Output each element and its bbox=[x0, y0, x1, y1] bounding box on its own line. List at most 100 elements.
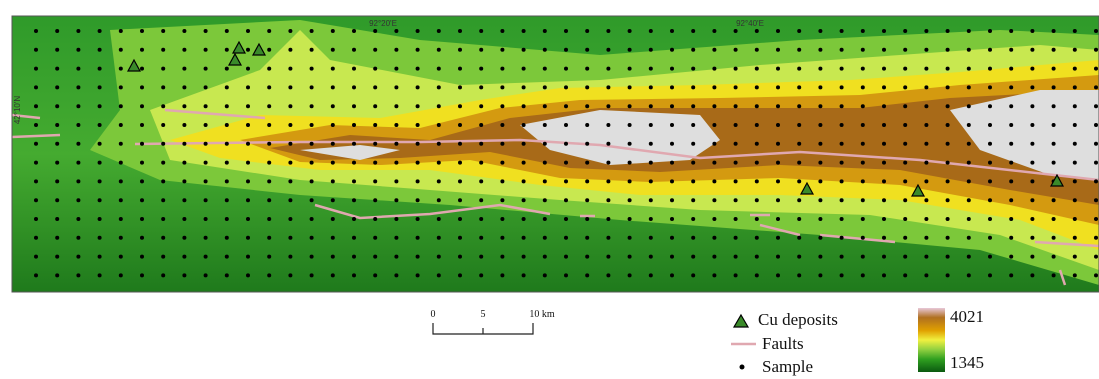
sample-dot bbox=[373, 273, 377, 277]
sample-dot bbox=[1052, 161, 1056, 165]
sample-dot bbox=[691, 161, 695, 165]
sample-dot bbox=[479, 48, 483, 52]
elevation-legend: 4021 1345 bbox=[918, 307, 984, 372]
sample-dot bbox=[1094, 123, 1098, 127]
sample-dot bbox=[458, 85, 462, 89]
sample-dot bbox=[1052, 198, 1056, 202]
sample-dot bbox=[585, 217, 589, 221]
sample-dot bbox=[119, 179, 123, 183]
sample-dot bbox=[310, 48, 314, 52]
sample-dot bbox=[310, 29, 314, 33]
sample-dot bbox=[522, 273, 526, 277]
sample-dot bbox=[416, 179, 420, 183]
sample-dot bbox=[755, 217, 759, 221]
sample-dot bbox=[55, 123, 59, 127]
sample-dot bbox=[352, 29, 356, 33]
sample-dot bbox=[818, 198, 822, 202]
sample-dot bbox=[670, 198, 674, 202]
sample-dot bbox=[1094, 67, 1098, 71]
sample-dot bbox=[394, 236, 398, 240]
sample-dot bbox=[182, 85, 186, 89]
sample-dot bbox=[1073, 48, 1077, 52]
sample-dot bbox=[310, 273, 314, 277]
sample-dot bbox=[797, 161, 801, 165]
sample-dot bbox=[967, 236, 971, 240]
sample-dot bbox=[712, 255, 716, 259]
sample-dot bbox=[1009, 67, 1013, 71]
sample-dot bbox=[903, 217, 907, 221]
sample-dot bbox=[628, 179, 632, 183]
sample-dot bbox=[797, 198, 801, 202]
sample-dot bbox=[1094, 104, 1098, 108]
sample-dot bbox=[797, 273, 801, 277]
sample-dot bbox=[967, 198, 971, 202]
sample-dot bbox=[288, 123, 292, 127]
sample-dot bbox=[776, 48, 780, 52]
sample-dot bbox=[310, 179, 314, 183]
sample-dot bbox=[564, 198, 568, 202]
sample-dot bbox=[246, 217, 250, 221]
sample-dot bbox=[267, 29, 271, 33]
sample-dot bbox=[119, 161, 123, 165]
sample-dot bbox=[691, 29, 695, 33]
sample-dot bbox=[331, 48, 335, 52]
sample-dot bbox=[543, 142, 547, 146]
sample-dot bbox=[818, 67, 822, 71]
sample-dot bbox=[988, 236, 992, 240]
sample-dot bbox=[903, 67, 907, 71]
sample-dot bbox=[924, 67, 928, 71]
sample-dot bbox=[543, 104, 547, 108]
sample-dot bbox=[98, 67, 102, 71]
sample-dot bbox=[988, 48, 992, 52]
sample-dot bbox=[988, 255, 992, 259]
sample-dot bbox=[373, 179, 377, 183]
sample-dot bbox=[394, 273, 398, 277]
sample-dot bbox=[479, 179, 483, 183]
sample-dot bbox=[437, 85, 441, 89]
sample-dot bbox=[882, 67, 886, 71]
sample-dot bbox=[352, 161, 356, 165]
sample-dot bbox=[479, 255, 483, 259]
sample-dot bbox=[946, 198, 950, 202]
sample-dot bbox=[55, 142, 59, 146]
sample-dot bbox=[628, 85, 632, 89]
sample-dot bbox=[76, 273, 80, 277]
sample-dot bbox=[776, 198, 780, 202]
sample-dot bbox=[946, 161, 950, 165]
sample-dot bbox=[373, 85, 377, 89]
sample-dot bbox=[924, 217, 928, 221]
sample-dot bbox=[161, 255, 165, 259]
sample-dot bbox=[988, 179, 992, 183]
sample-dot bbox=[140, 217, 144, 221]
sample-dot bbox=[416, 67, 420, 71]
sample-dot bbox=[946, 179, 950, 183]
sample-dot bbox=[861, 123, 865, 127]
sample-dot bbox=[394, 48, 398, 52]
sample-dot bbox=[606, 255, 610, 259]
sample-dot bbox=[416, 273, 420, 277]
sample-dot bbox=[776, 142, 780, 146]
sample-dot bbox=[140, 67, 144, 71]
sample-dot bbox=[267, 198, 271, 202]
sample-dot bbox=[76, 179, 80, 183]
sample-dot bbox=[670, 123, 674, 127]
sample-dot bbox=[882, 161, 886, 165]
sample-dot bbox=[1030, 236, 1034, 240]
sample-dot bbox=[797, 85, 801, 89]
sample-dot bbox=[310, 142, 314, 146]
sample-dot bbox=[734, 273, 738, 277]
sample-dot bbox=[797, 123, 801, 127]
sample-dot bbox=[34, 123, 38, 127]
sample-dot bbox=[818, 273, 822, 277]
sample-dot bbox=[797, 104, 801, 108]
sample-dot bbox=[670, 142, 674, 146]
sample-dot bbox=[204, 236, 208, 240]
sample-dot bbox=[649, 217, 653, 221]
sample-dot bbox=[967, 104, 971, 108]
sample-dot bbox=[225, 198, 229, 202]
sample-dot bbox=[288, 29, 292, 33]
sample-dot bbox=[437, 123, 441, 127]
sample-dot bbox=[1009, 142, 1013, 146]
sample-dot bbox=[76, 104, 80, 108]
sample-dot bbox=[182, 161, 186, 165]
